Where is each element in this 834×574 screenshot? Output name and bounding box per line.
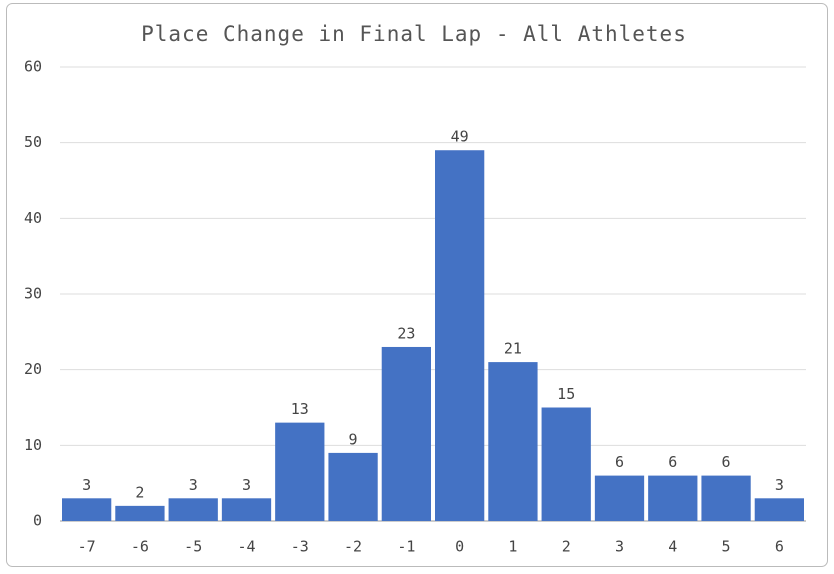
bar — [594, 475, 645, 521]
x-tick-label: 1 — [508, 538, 517, 556]
chart-title: Place Change in Final Lap - All Athletes — [141, 22, 687, 46]
y-tick-label: 20 — [24, 360, 42, 378]
x-tick-label: -5 — [184, 538, 202, 556]
data-label: 3 — [189, 476, 198, 494]
x-tick-label: 3 — [615, 538, 624, 556]
x-tick-label: -3 — [291, 538, 309, 556]
y-tick-label: 0 — [33, 512, 42, 530]
bar — [541, 407, 591, 521]
data-label: 6 — [615, 453, 624, 471]
y-tick-label: 50 — [24, 133, 42, 151]
chart-frame — [6, 3, 828, 567]
data-label: 6 — [668, 453, 677, 471]
bar — [488, 362, 538, 521]
x-tick-label: -2 — [344, 538, 362, 556]
x-tick-label: 6 — [775, 538, 784, 556]
data-label: 13 — [291, 400, 309, 418]
x-tick-label: 5 — [722, 538, 731, 556]
data-label: 3 — [82, 476, 91, 494]
x-tick-label: 4 — [668, 538, 677, 556]
bar — [648, 475, 698, 521]
data-label: 15 — [557, 385, 575, 403]
data-label: 21 — [504, 340, 522, 358]
data-label: 3 — [775, 476, 784, 494]
bar — [221, 498, 272, 521]
bar — [168, 498, 218, 521]
bar — [381, 346, 431, 521]
y-tick-label: 30 — [24, 285, 42, 303]
bar — [701, 475, 751, 521]
y-tick-label: 10 — [24, 436, 42, 454]
y-tick-label: 40 — [24, 209, 42, 227]
x-tick-label: 0 — [455, 538, 464, 556]
data-label: 49 — [451, 128, 469, 146]
x-tick-label: -6 — [131, 538, 149, 556]
data-label: 23 — [397, 324, 415, 342]
y-tick-label: 60 — [24, 58, 42, 76]
bar — [62, 498, 112, 521]
bar — [328, 452, 378, 521]
data-label: 6 — [722, 453, 731, 471]
bar — [435, 150, 485, 521]
data-label: 2 — [135, 483, 144, 501]
bar — [115, 505, 165, 521]
data-label: 9 — [349, 430, 358, 448]
x-tick-label: 2 — [562, 538, 571, 556]
bar — [754, 498, 804, 521]
x-tick-label: -7 — [78, 538, 96, 556]
data-label: 3 — [242, 476, 251, 494]
x-tick-label: -4 — [237, 538, 255, 556]
x-tick-label: -1 — [397, 538, 415, 556]
bar — [275, 422, 325, 521]
